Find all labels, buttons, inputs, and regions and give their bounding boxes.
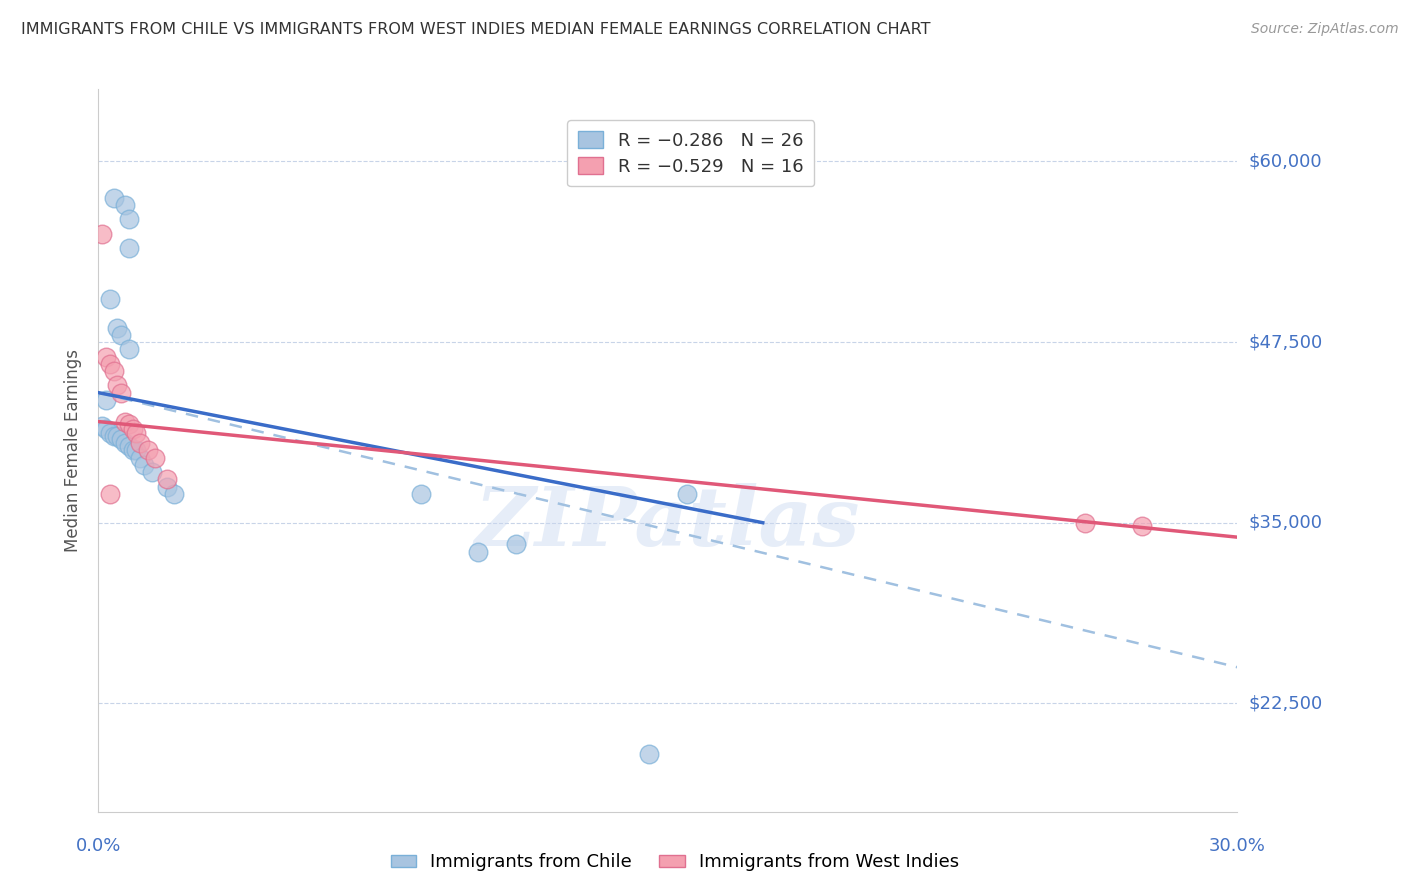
Point: [118, 439, 141, 453]
Text: $47,500: $47,500: [1249, 333, 1323, 351]
Text: $60,000: $60,000: [1249, 153, 1322, 170]
Point: [132, 458, 155, 472]
Point: [114, 415, 136, 429]
Point: [676, 487, 699, 501]
Point: [1074, 516, 1097, 530]
Point: [114, 198, 136, 212]
Point: [110, 327, 132, 342]
Text: ZIPatlas: ZIPatlas: [475, 483, 860, 563]
Point: [103, 190, 125, 204]
Point: [107, 429, 129, 443]
Point: [98, 426, 121, 441]
Point: [467, 544, 489, 558]
Point: [141, 465, 163, 479]
Point: [98, 487, 121, 501]
Point: [107, 320, 129, 334]
Point: [145, 450, 167, 465]
Point: [94, 422, 117, 436]
Point: [98, 292, 121, 306]
Point: [411, 487, 433, 501]
Point: [94, 392, 117, 407]
Point: [110, 432, 132, 446]
Point: [91, 418, 114, 433]
Point: [136, 443, 159, 458]
Text: IMMIGRANTS FROM CHILE VS IMMIGRANTS FROM WEST INDIES MEDIAN FEMALE EARNINGS CORR: IMMIGRANTS FROM CHILE VS IMMIGRANTS FROM…: [21, 22, 931, 37]
Text: $35,000: $35,000: [1249, 514, 1323, 532]
Point: [94, 350, 117, 364]
Point: [638, 747, 661, 761]
Legend: Immigrants from Chile, Immigrants from West Indies: Immigrants from Chile, Immigrants from W…: [384, 847, 966, 879]
Point: [121, 443, 143, 458]
Text: 0.0%: 0.0%: [76, 837, 121, 855]
Point: [121, 422, 143, 436]
Point: [110, 385, 132, 400]
Point: [125, 443, 148, 458]
Text: 30.0%: 30.0%: [1209, 837, 1265, 855]
Text: $22,500: $22,500: [1249, 694, 1323, 713]
Point: [118, 212, 141, 227]
Point: [103, 429, 125, 443]
Text: Source: ZipAtlas.com: Source: ZipAtlas.com: [1251, 22, 1399, 37]
Point: [129, 450, 152, 465]
Y-axis label: Median Female Earnings: Median Female Earnings: [65, 349, 83, 552]
Point: [118, 343, 141, 357]
Point: [103, 364, 125, 378]
Point: [125, 426, 148, 441]
Point: [1132, 518, 1154, 533]
Point: [107, 378, 129, 392]
Point: [505, 537, 527, 551]
Point: [156, 480, 179, 494]
Point: [156, 472, 179, 486]
Point: [129, 436, 152, 450]
Point: [118, 417, 141, 432]
Point: [91, 227, 114, 241]
Point: [114, 436, 136, 450]
Point: [118, 241, 141, 255]
Legend: R = −0.286   N = 26, R = −0.529   N = 16: R = −0.286 N = 26, R = −0.529 N = 16: [567, 120, 814, 186]
Point: [163, 487, 186, 501]
Point: [98, 357, 121, 371]
